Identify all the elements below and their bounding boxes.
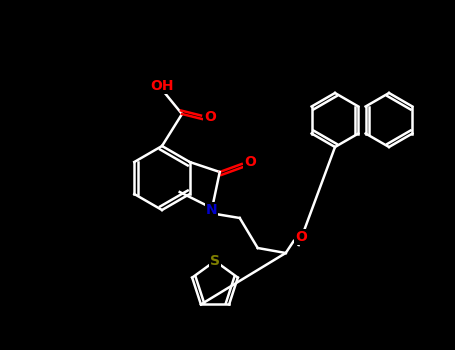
Text: S: S [210,254,220,268]
Text: O: O [295,230,307,244]
Text: OH: OH [150,79,174,93]
Text: N: N [206,203,217,217]
Text: O: O [244,155,256,169]
Text: O: O [204,110,216,124]
